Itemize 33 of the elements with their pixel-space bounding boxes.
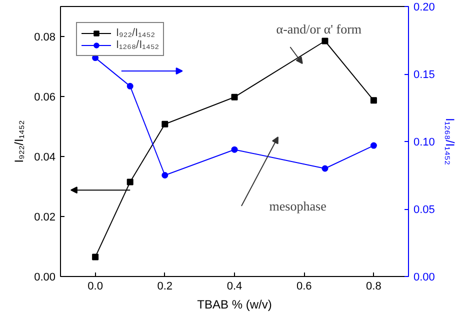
y-tick-label: 0.06	[34, 92, 56, 104]
annotation: α-and/or α' form	[276, 22, 362, 36]
x-tick-label: 0.8	[366, 280, 382, 292]
y2-axis-title: I₁₂₆₈/I₁₄₅₂	[442, 118, 457, 166]
point	[322, 165, 328, 172]
y-tick-label: 0.08	[34, 32, 56, 44]
point	[162, 120, 168, 128]
x-tick-label: 0.0	[88, 280, 103, 292]
point	[126, 178, 134, 186]
y2-tick-label: 0.05	[414, 204, 435, 216]
point	[231, 94, 238, 100]
y2-tick-label: 0.20	[414, 2, 435, 14]
x-axis-title: TBAB % (w/v)	[197, 298, 272, 312]
point	[231, 146, 238, 153]
y-tick-label: 0.00	[34, 272, 56, 284]
legend-label: I₁₂₆₈/I₁₄₅₂	[116, 39, 160, 51]
annotation: mesophase	[269, 198, 327, 214]
point	[126, 82, 134, 90]
point	[92, 254, 99, 260]
x-tick-label: 0.4	[226, 280, 242, 292]
y-axis-title: I₉₂₂/I₁₄₅₂	[12, 120, 26, 163]
y-tick-label: 0.04	[34, 152, 56, 164]
y-tick-label: 0.02	[34, 212, 56, 224]
point	[370, 142, 377, 149]
point	[370, 97, 377, 104]
legend-label: I₉₂₂/I₁₄₅₂	[116, 27, 155, 39]
y2-tick-label: 0.10	[414, 136, 435, 148]
point	[162, 172, 168, 178]
point	[322, 38, 328, 44]
x-tick-label: 0.2	[157, 280, 173, 292]
y2-tick-label: 0.00	[414, 272, 435, 284]
x-tick-label: 0.6	[296, 280, 312, 292]
y2-tick-label: 0.15	[414, 69, 435, 81]
